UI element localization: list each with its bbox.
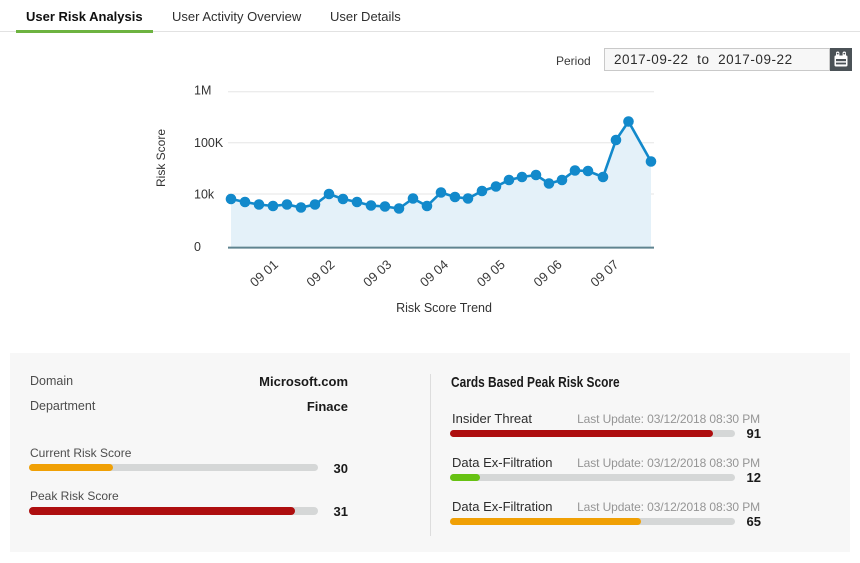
svg-text:09 05: 09 05	[474, 257, 508, 290]
svg-text:10k: 10k	[194, 188, 215, 202]
svg-text:09 04: 09 04	[417, 257, 451, 290]
svg-text:09 02: 09 02	[303, 257, 337, 290]
svg-text:1M: 1M	[194, 84, 211, 98]
svg-text:0: 0	[194, 240, 201, 254]
svg-text:09 06: 09 06	[531, 257, 565, 290]
svg-text:100K: 100K	[194, 136, 224, 150]
svg-text:09 07: 09 07	[587, 257, 621, 290]
svg-text:Risk Score Trend: Risk Score Trend	[396, 301, 492, 315]
svg-text:09 01: 09 01	[247, 257, 281, 290]
svg-text:Risk Score: Risk Score	[154, 129, 168, 187]
svg-text:09 03: 09 03	[360, 257, 394, 290]
